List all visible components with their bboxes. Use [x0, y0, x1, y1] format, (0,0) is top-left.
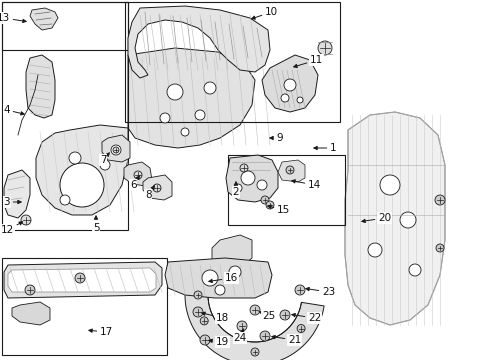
Bar [2, 2, 128, 230]
Text: 12: 12 [1, 222, 23, 235]
Polygon shape [124, 162, 152, 186]
Circle shape [75, 273, 85, 283]
Bar [125, 2, 340, 122]
Polygon shape [26, 55, 55, 118]
Text: 13: 13 [0, 13, 26, 23]
Circle shape [100, 160, 110, 170]
Text: 24: 24 [233, 329, 246, 343]
Circle shape [153, 184, 161, 192]
Polygon shape [165, 258, 272, 298]
Circle shape [240, 164, 248, 172]
Circle shape [241, 171, 255, 185]
Circle shape [281, 94, 289, 102]
Text: 9: 9 [270, 133, 283, 143]
Text: 10: 10 [252, 7, 278, 19]
Circle shape [194, 291, 202, 299]
Bar [228, 155, 345, 225]
Polygon shape [262, 55, 318, 112]
Circle shape [237, 321, 247, 331]
Circle shape [60, 163, 104, 207]
Polygon shape [4, 262, 162, 298]
Text: 14: 14 [292, 180, 321, 190]
Polygon shape [102, 135, 130, 162]
Bar [2, 258, 167, 355]
Circle shape [297, 324, 305, 333]
Circle shape [409, 264, 421, 276]
Circle shape [297, 97, 303, 103]
Polygon shape [128, 6, 270, 78]
Text: 7: 7 [100, 153, 109, 165]
Circle shape [234, 184, 242, 192]
Circle shape [193, 307, 203, 317]
Circle shape [400, 212, 416, 228]
Text: 18: 18 [202, 312, 229, 323]
Polygon shape [345, 112, 445, 325]
Circle shape [195, 110, 205, 120]
Circle shape [60, 195, 70, 205]
Circle shape [250, 305, 260, 315]
Text: 15: 15 [268, 205, 290, 215]
Text: 1: 1 [314, 143, 337, 153]
Polygon shape [8, 268, 156, 292]
Polygon shape [185, 278, 324, 360]
Circle shape [435, 195, 445, 205]
Circle shape [368, 243, 382, 257]
Circle shape [111, 145, 121, 155]
Circle shape [21, 215, 31, 225]
Text: 5: 5 [93, 216, 99, 233]
Polygon shape [36, 125, 128, 215]
Polygon shape [143, 175, 172, 200]
Text: 22: 22 [292, 313, 321, 323]
Circle shape [260, 331, 270, 341]
Text: 23: 23 [306, 287, 335, 297]
Text: 17: 17 [89, 327, 113, 337]
Circle shape [160, 113, 170, 123]
Circle shape [266, 201, 274, 209]
Polygon shape [212, 235, 252, 268]
Circle shape [69, 152, 81, 164]
Circle shape [251, 348, 259, 356]
Polygon shape [226, 155, 278, 202]
Circle shape [261, 196, 269, 204]
Circle shape [229, 266, 241, 278]
Text: 16: 16 [209, 273, 238, 283]
Circle shape [202, 270, 218, 286]
Polygon shape [30, 8, 58, 30]
Circle shape [215, 285, 225, 295]
Circle shape [318, 41, 332, 55]
Circle shape [295, 285, 305, 295]
Circle shape [257, 180, 267, 190]
Circle shape [284, 79, 296, 91]
Circle shape [286, 166, 294, 174]
Polygon shape [12, 302, 50, 325]
Text: 4: 4 [3, 105, 24, 115]
Circle shape [380, 175, 400, 195]
Bar [2, 2, 128, 50]
Text: 8: 8 [145, 186, 154, 200]
Circle shape [134, 171, 142, 179]
Circle shape [200, 317, 208, 325]
Circle shape [200, 335, 210, 345]
Text: 25: 25 [259, 311, 275, 321]
Circle shape [181, 128, 189, 136]
Circle shape [280, 310, 290, 320]
Circle shape [204, 82, 216, 94]
Text: 20: 20 [362, 213, 391, 223]
Circle shape [167, 84, 183, 100]
Text: 11: 11 [294, 55, 323, 68]
Polygon shape [4, 170, 30, 218]
Text: 6: 6 [130, 176, 139, 190]
Text: 2: 2 [233, 182, 239, 197]
Polygon shape [278, 160, 305, 182]
Circle shape [25, 285, 35, 295]
Text: 21: 21 [272, 335, 301, 345]
Text: 3: 3 [3, 197, 21, 207]
Circle shape [113, 147, 119, 153]
Text: 19: 19 [209, 337, 229, 347]
Circle shape [436, 244, 444, 252]
Polygon shape [128, 48, 255, 148]
